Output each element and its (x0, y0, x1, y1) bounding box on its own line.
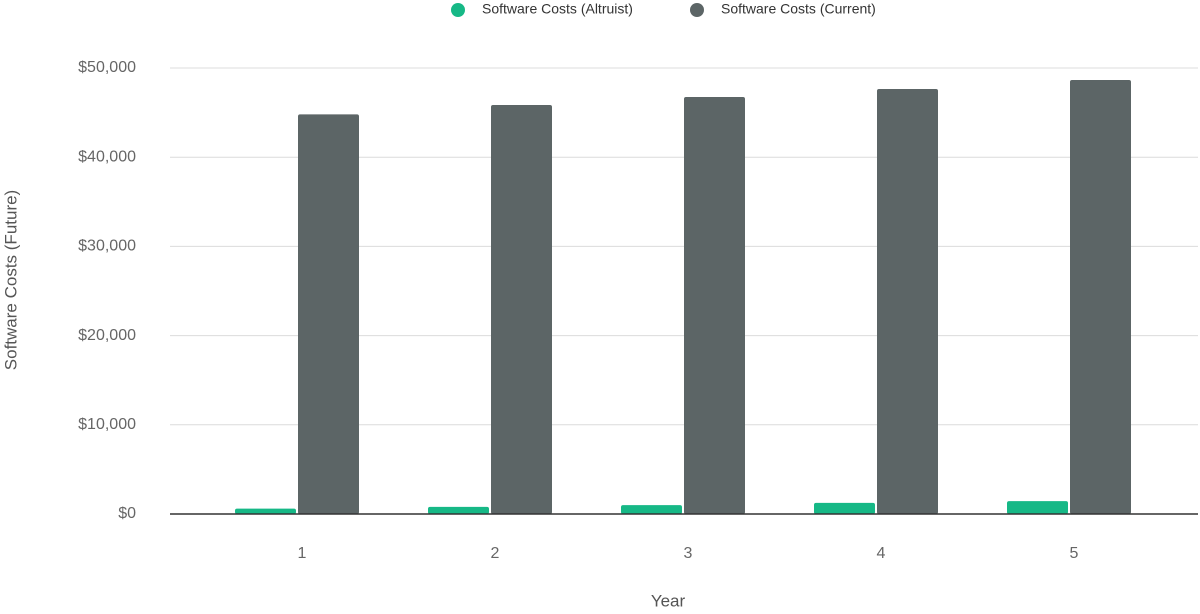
x-tick-label: 3 (684, 545, 693, 562)
bar (1070, 80, 1131, 515)
x-tick-label: 2 (491, 545, 500, 562)
x-tick-label: 4 (877, 545, 886, 562)
bar (491, 105, 552, 514)
y-tick-label: $0 (118, 505, 136, 522)
legend-label: Software Costs (Altruist) (482, 1, 633, 17)
y-tick-label: $50,000 (78, 59, 136, 76)
bar (235, 508, 296, 514)
bar (1007, 501, 1068, 514)
x-tick-label: 5 (1070, 545, 1079, 562)
y-axis-title: Software Costs (Future) (1, 190, 20, 370)
x-tick-label: 1 (298, 545, 307, 562)
bar (814, 502, 875, 514)
legend-swatch (690, 3, 704, 17)
y-tick-label: $40,000 (78, 148, 136, 165)
legend-label: Software Costs (Current) (721, 1, 876, 17)
bar (298, 114, 359, 514)
legend-swatch (451, 3, 465, 17)
x-axis-title: Year (651, 591, 686, 610)
bar (684, 96, 745, 515)
y-tick-label: $20,000 (78, 327, 136, 344)
y-tick-label: $10,000 (78, 416, 136, 433)
bar (877, 88, 938, 514)
bar (621, 505, 682, 514)
y-tick-label: $30,000 (78, 238, 136, 255)
bar (428, 506, 489, 514)
